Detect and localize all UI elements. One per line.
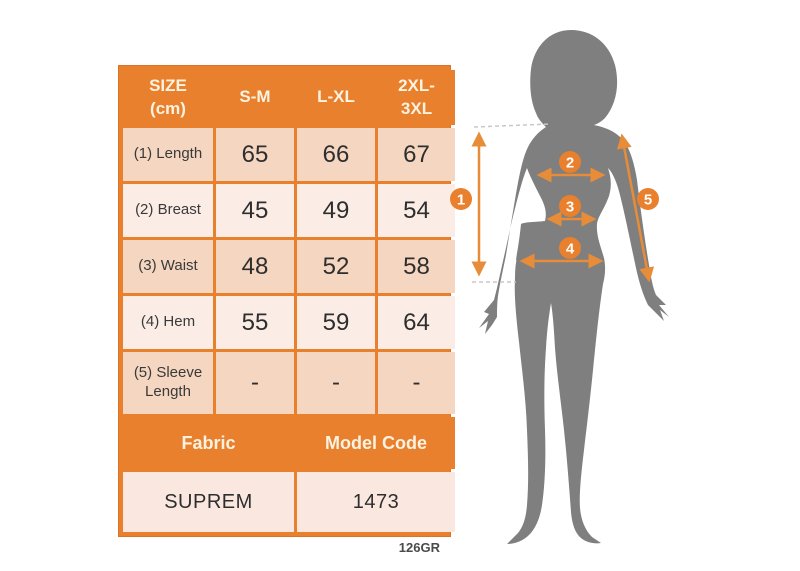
col-header-size-cm: SIZE (cm) [123, 70, 213, 125]
footer-value-fabric: SUPREM [123, 472, 294, 532]
col-header-l-xl: L-XL [297, 70, 375, 125]
cell-sleeve-sm: - [216, 352, 294, 414]
footer-header-model-code: Model Code [297, 417, 455, 469]
cell-waist-sm: 48 [216, 240, 294, 293]
footer-value-model-code: 1473 [297, 472, 455, 532]
weight-note: 126GR [398, 540, 440, 555]
cell-length-sm: 65 [216, 128, 294, 181]
cell-breast-lxl: 49 [297, 184, 375, 237]
cell-length-2xl: 67 [378, 128, 455, 181]
marker-4-badge: 4 [559, 237, 581, 259]
cell-hem-lxl: 59 [297, 296, 375, 349]
row-label-length: (1) Length [123, 128, 213, 181]
col-header-s-m: S-M [216, 70, 294, 125]
cell-sleeve-2xl: - [378, 352, 455, 414]
cell-waist-2xl: 58 [378, 240, 455, 293]
marker-3-number: 3 [566, 199, 574, 216]
top-guide-dashed-line [473, 123, 551, 128]
measurement-figure: 1 2 3 4 5 [440, 0, 800, 571]
row-label-hem: (4) Hem [123, 296, 213, 349]
cell-waist-lxl: 52 [297, 240, 375, 293]
col-header-2xl-3xl: 2XL- 3XL [378, 70, 455, 125]
cell-breast-sm: 45 [216, 184, 294, 237]
marker-1-badge: 1 [450, 188, 472, 210]
size-table: SIZE (cm) S-M L-XL 2XL- 3XL (1) Length 6… [118, 65, 455, 537]
row-label-sleeve-length: (5) Sleeve Length [123, 352, 213, 414]
marker-3-badge: 3 [559, 195, 581, 217]
row-label-breast: (2) Breast [123, 184, 213, 237]
marker-2-number: 2 [566, 155, 574, 172]
cell-sleeve-lxl: - [297, 352, 375, 414]
row-label-waist: (3) Waist [123, 240, 213, 293]
cell-breast-2xl: 54 [378, 184, 455, 237]
woman-silhouette-shape [479, 30, 669, 544]
marker-5-number: 5 [644, 192, 652, 209]
cell-hem-2xl: 64 [378, 296, 455, 349]
marker-5-badge: 5 [637, 188, 659, 210]
cell-hem-sm: 55 [216, 296, 294, 349]
footer-header-fabric: Fabric [123, 417, 294, 469]
marker-2-badge: 2 [559, 151, 581, 173]
marker-1-number: 1 [457, 192, 465, 209]
cell-length-lxl: 66 [297, 128, 375, 181]
sleeve-measure-arrow [616, 133, 655, 283]
marker-4-number: 4 [566, 241, 575, 258]
